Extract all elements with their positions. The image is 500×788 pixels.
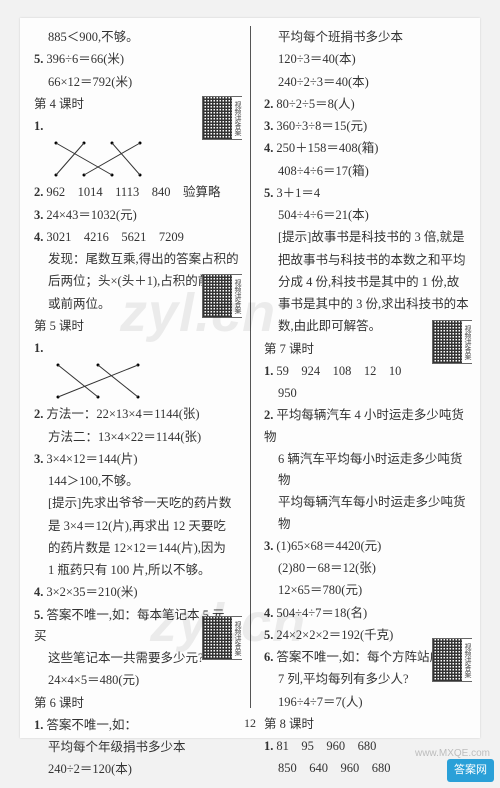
text-line: 4.504÷4÷7＝18(名)	[264, 603, 470, 624]
text-line: 3.360÷3÷8＝15(元)	[264, 116, 470, 137]
text-line: 2.方法一：22×13×4＝1144(张)	[34, 404, 240, 425]
text-line: 5.396÷6＝66(米)	[34, 49, 240, 70]
text-line: 1.	[34, 338, 240, 359]
item-number: 5.	[264, 628, 273, 642]
text: 3021 4216 5621 7209	[46, 230, 184, 244]
matching-diagram	[48, 361, 158, 401]
text-line: 66×12＝792(米)	[34, 72, 240, 93]
item-number: 4.	[264, 141, 273, 155]
text-line: 3.3×4×12＝144(片)	[34, 449, 240, 470]
text-line: 196÷4÷7＝7(人)	[264, 692, 470, 713]
text-line: 平均每个班捐书多少本	[264, 27, 470, 48]
text-line: 3.(1)65×68＝4420(元)	[264, 536, 470, 557]
item-number: 6.	[264, 650, 273, 664]
lines-icon	[48, 139, 158, 179]
text: 答案不唯一,如：每本笔记本 5 元,买	[34, 608, 228, 643]
text-line: 24×4×5＝480(元)	[34, 670, 240, 691]
text: 59 924 108 12 10	[276, 364, 401, 378]
text-line: 事书是其中的 3 份,求出科技书的本	[264, 294, 470, 315]
text-line: 平均每辆汽车每小时运走多少吨货物	[264, 492, 470, 535]
text-line: 144＞100,不够。	[34, 471, 240, 492]
text: 80÷2÷5＝8(人)	[276, 97, 354, 111]
text: 962 1014 1113 840 验算略	[46, 185, 220, 199]
item-number: 2.	[264, 408, 273, 422]
text: 250＋158＝408(箱)	[276, 141, 378, 155]
item-number: 1.	[264, 364, 273, 378]
text-line: 4.3021 4216 5621 7209	[34, 227, 240, 248]
matching-diagram	[48, 139, 158, 179]
text-line: [提示]先求出爷爷一天吃的药片数	[34, 493, 240, 514]
text-line: 12×65＝780(元)	[264, 580, 470, 601]
text-line: 分成 4 份,科技书是其中的 1 份,故	[264, 272, 470, 293]
item-number: 2.	[264, 97, 273, 111]
footer-badge: 答案网	[447, 759, 494, 782]
text-line: 是 3×4＝12(片),再求出 12 天要吃	[34, 516, 240, 537]
text: 3＋1＝4	[276, 186, 320, 200]
text-line: 408÷4÷6＝17(箱)	[264, 161, 470, 182]
text-line: 4.3×2×35＝210(米)	[34, 582, 240, 603]
text-line: 6 辆汽车平均每小时运走多少吨货物	[264, 449, 470, 492]
item-number: 1.	[34, 119, 43, 133]
text-line: 885＜900,不够。	[34, 27, 240, 48]
item-number: 1.	[264, 739, 273, 753]
text-line: 950	[264, 383, 470, 404]
text-line: 2.平均每辆汽车 4 小时运走多少吨货物	[264, 405, 470, 448]
item-number: 2.	[34, 185, 43, 199]
qr-code-icon	[202, 274, 242, 318]
text: 平均每辆汽车 4 小时运走多少吨货物	[264, 408, 464, 443]
text-line: 发现：尾数互乘,得出的答案占积的	[34, 249, 240, 270]
text: 81 95 960 680	[276, 739, 376, 753]
text-line: 120÷3＝40(本)	[264, 49, 470, 70]
text: (1)65×68＝4420(元)	[276, 539, 381, 553]
item-number: 3.	[34, 452, 43, 466]
left-column: 885＜900,不够。 5.396÷6＝66(米) 66×12＝792(米) 第…	[20, 18, 250, 738]
item-number: 4.	[264, 606, 273, 620]
text: 3×2×35＝210(米)	[46, 585, 137, 599]
right-column: 平均每个班捐书多少本 120÷3＝40(本) 240÷2÷3＝40(本) 2.8…	[250, 18, 480, 738]
text: 504÷4÷7＝18(名)	[276, 606, 367, 620]
lesson-heading: 第 6 课时	[34, 693, 240, 714]
text: 396÷6＝66(米)	[46, 52, 124, 66]
item-number: 5.	[34, 52, 43, 66]
text: 答案不唯一,如：每个方阵站成了	[276, 650, 454, 664]
lesson-heading: 第 5 课时	[34, 316, 240, 337]
qr-code-icon	[432, 638, 472, 682]
item-number: 1.	[34, 341, 43, 355]
item-number: 5.	[34, 608, 43, 622]
text-line: 平均每个年级捐书多少本	[34, 737, 240, 758]
text-line: (2)80－68＝12(张)	[264, 558, 470, 579]
page: 885＜900,不够。 5.396÷6＝66(米) 66×12＝792(米) 第…	[20, 18, 480, 738]
item-number: 3.	[264, 119, 273, 133]
text-line: 240÷2÷3＝40(本)	[264, 72, 470, 93]
text: 3×4×12＝144(片)	[46, 452, 137, 466]
qr-code-icon	[432, 320, 472, 364]
qr-code-icon	[202, 96, 242, 140]
lines-icon	[48, 361, 158, 401]
item-number: 3.	[264, 539, 273, 553]
text: 方法一：22×13×4＝1144(张)	[46, 407, 199, 421]
text-line: 3.24×43＝1032(元)	[34, 205, 240, 226]
text: 360÷3÷8＝15(元)	[276, 119, 367, 133]
text-line: 504÷4÷6＝21(本)	[264, 205, 470, 226]
text-line: 2.80÷2÷5＝8(人)	[264, 94, 470, 115]
text-line: [提示]故事书是科技书的 3 倍,就是	[264, 227, 470, 248]
page-number: 12	[20, 713, 480, 733]
text-line: 2.962 1014 1113 840 验算略	[34, 182, 240, 203]
text-line: 5.3＋1＝4	[264, 183, 470, 204]
text-line: 方法二：13×4×22＝1144(张)	[34, 427, 240, 448]
item-number: 3.	[34, 208, 43, 222]
item-number: 2.	[34, 407, 43, 421]
text-line: 1 瓶药只有 100 片,所以不够。	[34, 560, 240, 581]
text-line: 4.250＋158＝408(箱)	[264, 138, 470, 159]
item-number: 4.	[34, 585, 43, 599]
item-number: 5.	[264, 186, 273, 200]
item-number: 4.	[34, 230, 43, 244]
qr-code-icon	[202, 616, 242, 660]
text-line: 把故事书与科技书的本数之和平均	[264, 250, 470, 271]
text: 24×2×2×2＝192(千克)	[276, 628, 393, 642]
text-line: 的药片数是 12×12＝144(片),因为	[34, 538, 240, 559]
text: 24×43＝1032(元)	[46, 208, 136, 222]
